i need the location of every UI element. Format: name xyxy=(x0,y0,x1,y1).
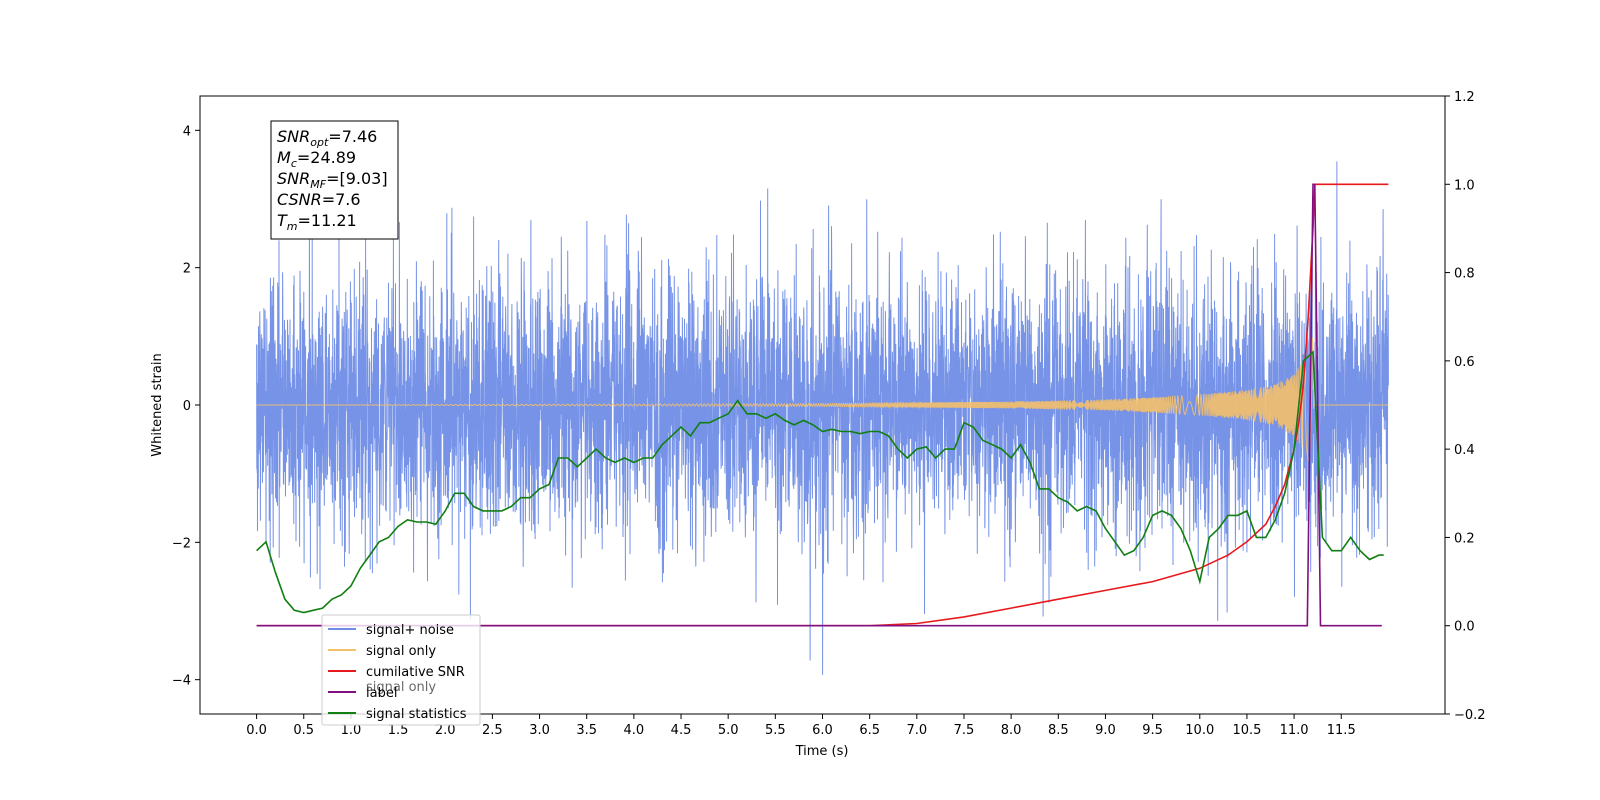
y-axis-title: Whitened strain xyxy=(150,353,165,456)
y2-tick-label: 1.0 xyxy=(1454,178,1475,193)
stats-line: SNRopt=7.46 xyxy=(277,127,377,149)
stats-line: SNRMF=[9.03] xyxy=(277,169,388,191)
x-tick-label: 1.5 xyxy=(388,723,409,738)
x-tick-label: 4.5 xyxy=(671,723,692,738)
y-tick-label: −2 xyxy=(172,536,191,551)
x-tick-label: 9.0 xyxy=(1095,723,1116,738)
x-tick-label: 5.0 xyxy=(718,723,739,738)
x-tick-label: 11.5 xyxy=(1327,723,1356,738)
stats-line: CSNR=7.6 xyxy=(277,190,361,209)
series-label xyxy=(256,183,1382,627)
x-tick-label: 0.0 xyxy=(246,723,267,738)
x-tick-label: 10.5 xyxy=(1232,723,1261,738)
y2-tick-label: 0.8 xyxy=(1454,267,1475,282)
y2-tick-label: 0.2 xyxy=(1454,531,1475,546)
stats-box-frame xyxy=(270,120,399,240)
y-axis-left: −4 −2 0 2 4 xyxy=(172,124,200,689)
series-signal-noise xyxy=(256,161,1389,675)
x-tick-label: 5.5 xyxy=(765,723,786,738)
y2-tick-label: 0.6 xyxy=(1454,355,1475,370)
legend-entry: signal only xyxy=(366,644,436,659)
x-tick-label: 7.5 xyxy=(954,723,975,738)
x-tick-label: 8.5 xyxy=(1048,723,1069,738)
legend-entry: cumilative SNR xyxy=(366,665,465,680)
y2-tick-label: 1.2 xyxy=(1454,90,1475,105)
x-tick-label: 10.0 xyxy=(1185,723,1214,738)
legend-entry: signal statistics xyxy=(366,707,467,722)
x-tick-label: 6.5 xyxy=(859,723,880,738)
series-cumilative-snr xyxy=(256,183,1389,627)
x-axis-title: Time (s) xyxy=(795,744,849,759)
x-tick-label: 8.0 xyxy=(1001,723,1022,738)
series-signal-only xyxy=(256,337,1389,461)
y2-tick-label: 0.0 xyxy=(1454,620,1475,635)
series-layer xyxy=(256,161,1389,675)
legend-ghost-text: signal only xyxy=(366,680,436,695)
y-axis-right: −0.2 0.0 0.2 0.4 0.6 0.8 1.0 1.2 xyxy=(1445,90,1486,723)
y2-tick-label: 0.4 xyxy=(1454,443,1475,458)
y-tick-label: −4 xyxy=(172,674,191,689)
x-tick-label: 2.5 xyxy=(482,723,503,738)
x-tick-label: 6.0 xyxy=(812,723,833,738)
stats-line: Tm=11.21 xyxy=(277,211,357,233)
x-tick-label: 3.5 xyxy=(576,723,597,738)
legend-entry: signal+ noise xyxy=(366,623,454,638)
x-axis: 0.0 0.5 1.0 1.5 2.0 2.5 3.0 3.5 4.0 4.5 5.0 5.5 6.0 6… xyxy=(246,714,1356,738)
series-signal-statistics xyxy=(256,350,1384,614)
y2-tick-label: −0.2 xyxy=(1454,708,1486,723)
y-tick-label: 0 xyxy=(183,399,191,414)
x-tick-label: 9.5 xyxy=(1142,723,1163,738)
x-tick-label: 0.5 xyxy=(293,723,314,738)
legend-frame xyxy=(321,614,481,726)
legend-entry: label xyxy=(366,686,397,701)
y-tick-label: 2 xyxy=(183,262,191,277)
x-tick-label: 1.0 xyxy=(341,723,362,738)
x-tick-label: 2.0 xyxy=(435,723,456,738)
x-tick-label: 3.0 xyxy=(529,723,550,738)
x-tick-label: 11.0 xyxy=(1280,723,1309,738)
y-tick-label: 4 xyxy=(183,124,191,139)
stats-line: Mc=24.89 xyxy=(277,148,356,170)
x-tick-label: 4.0 xyxy=(624,723,645,738)
x-tick-label: 7.0 xyxy=(906,723,927,738)
